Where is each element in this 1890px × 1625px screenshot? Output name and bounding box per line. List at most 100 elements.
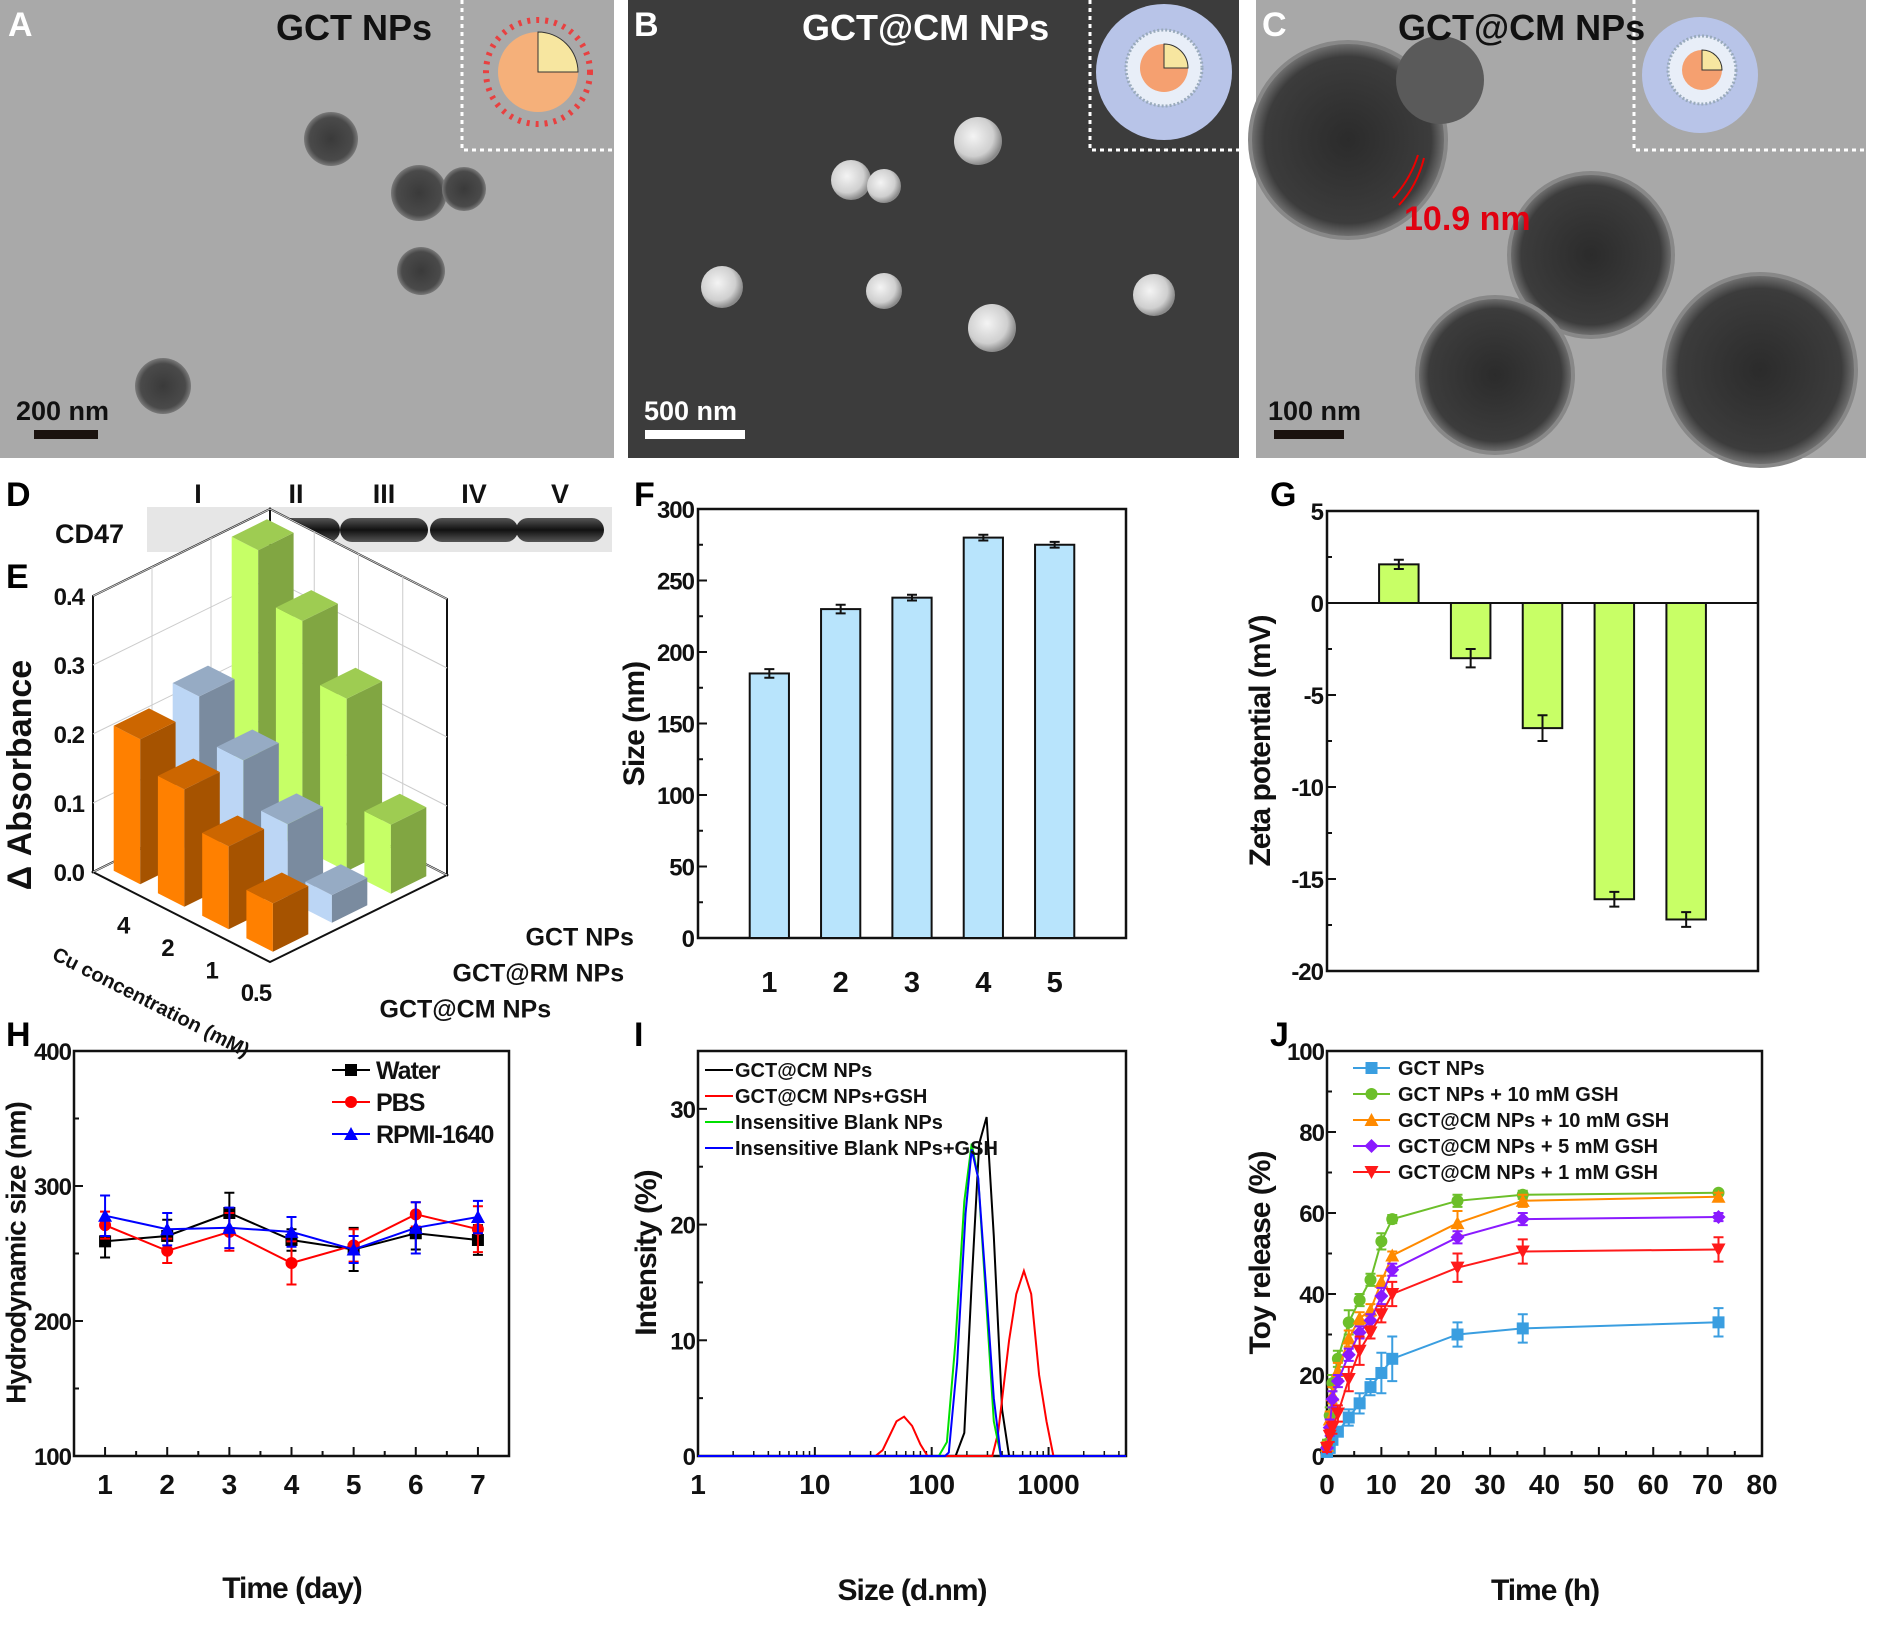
data-point: [1364, 1273, 1377, 1286]
y-tick-label: 40: [1299, 1282, 1324, 1309]
panel-a-micrograph: A GCT NPs 200 nm: [0, 0, 614, 458]
x-tick-label: 1: [690, 1469, 706, 1500]
chart-panel-g: 5 0 -5 -10 -15 -20 Zeta potential (mV): [1244, 499, 1760, 986]
blot-row-label: CD47: [55, 519, 124, 549]
legend-label: PBS: [376, 1089, 425, 1117]
x-tick-label: 1: [97, 1469, 113, 1500]
y-tick-label: 30: [670, 1097, 695, 1124]
legend-label: GCT NPs: [1398, 1058, 1485, 1080]
series-gct-cm-nps-gsh: [698, 1267, 1126, 1457]
x-tick-label: 40: [1529, 1469, 1560, 1500]
legend-label: Insensitive Blank NPs+GSH: [735, 1138, 998, 1160]
gct-cm-np-schematic-inset: [1632, 0, 1866, 152]
panel-label-g: G: [1270, 476, 1296, 514]
data-point: [408, 1220, 423, 1234]
chart-panel-e: 0.0 0.1 0.2 0.3 0.4 4 2 1 0.5 GCT@CM NPs GCT@RM NP…: [1, 507, 634, 1062]
panel-label-i: I: [634, 1016, 643, 1054]
y-tick-label: 5: [1311, 499, 1324, 526]
nanoparticle: [1133, 274, 1175, 316]
x-tick-label: 80: [1746, 1469, 1777, 1500]
x-tick-label: 50: [1583, 1469, 1614, 1500]
data-point: [1712, 1316, 1725, 1329]
blot-band: [430, 518, 518, 542]
data-point: [1364, 1139, 1379, 1153]
bar-top-face: [246, 872, 309, 904]
series-gct-cm-nps: [698, 1116, 1126, 1457]
x-tick-label: 2: [159, 1469, 175, 1500]
bar-top-face: [275, 590, 338, 621]
data-point: [1386, 1213, 1399, 1226]
bar-3d: [364, 793, 427, 894]
x-axis-title: Cu concentration (mM): [49, 943, 253, 1061]
bar: [1034, 543, 1076, 939]
blot-lane-label: II: [288, 479, 303, 509]
y-tick-label: 50: [669, 855, 694, 882]
data-point: [160, 1222, 175, 1236]
bar: [1521, 602, 1564, 730]
data-point: [1515, 1212, 1530, 1227]
x-axis-title: Time (h): [1491, 1574, 1599, 1607]
series-label: GCT@CM NPs: [380, 996, 552, 1024]
y-tick-label: 10: [670, 1328, 695, 1355]
data-point: [1320, 1441, 1334, 1455]
bar-left-face: [364, 811, 391, 894]
blot-lane-label: III: [373, 479, 396, 509]
series-label: GCT@RM NPs: [453, 960, 625, 988]
bar-3d: [305, 864, 368, 923]
bar-top-face: [305, 864, 368, 896]
bar-top-face: [157, 758, 220, 790]
series-line: [1326, 1248, 1719, 1449]
y-tick-label: 20: [670, 1213, 695, 1240]
error-bar: [1049, 540, 1060, 549]
y-tick-label: 0: [682, 926, 695, 953]
data-point: [1364, 1166, 1379, 1179]
gct-np-schematic-inset: [460, 0, 614, 152]
data-point: [1711, 1210, 1726, 1225]
x-tick-label: 1: [205, 957, 218, 984]
panel-c-micrograph: C GCT@CM NPs 10.9 nm 100 nm: [1248, 0, 1866, 468]
data-point: [1450, 1216, 1465, 1230]
z-tick-label: 0.2: [54, 722, 85, 749]
y-tick-label: 100: [1287, 1039, 1325, 1066]
data-point: [1364, 1113, 1379, 1126]
bar-left-face: [305, 881, 332, 923]
data-point: [345, 1096, 357, 1108]
data-point: [1325, 1421, 1340, 1435]
data-point: [1353, 1294, 1366, 1307]
x-tick-label: 5: [346, 1469, 362, 1500]
z-tick-label: 0.1: [54, 791, 85, 818]
bar-3d: [246, 872, 309, 952]
data-point: [1363, 1326, 1378, 1340]
panel-label-a: A: [8, 6, 33, 44]
y-axis-title: Intensity (%): [630, 1170, 663, 1335]
data-point: [161, 1244, 174, 1257]
data-point: [345, 1064, 357, 1076]
data-point: [98, 1208, 113, 1222]
data-point: [1330, 1374, 1345, 1389]
data-point: [344, 1127, 358, 1140]
data-point: [1352, 1311, 1367, 1325]
x-tick-label: 1000: [1017, 1469, 1079, 1500]
data-point: [1451, 1328, 1464, 1341]
data-point: [1516, 1322, 1529, 1335]
x-tick-label: 10: [799, 1469, 830, 1500]
panel-c-title: GCT@CM NPs: [1398, 7, 1645, 48]
legend: GCT@CM NPs GCT@CM NPs+GSH Insensitive Blan…: [705, 1060, 998, 1160]
chart-panel-h: 100 200 300 400 1 2 3 4 5 6 7 Water PBS RPMI-1640 Hydr…: [0, 1039, 511, 1605]
legend-label: GCT@CM NPs + 1 mM GSH: [1398, 1162, 1658, 1184]
x-tick-label: 30: [1475, 1469, 1506, 1500]
panel-label-h: H: [6, 1016, 31, 1054]
bar-3d: [202, 815, 265, 930]
blot-band: [516, 518, 604, 542]
data-point: [1374, 1308, 1389, 1322]
panel-label-f: F: [634, 476, 655, 514]
series-line: [698, 1267, 1126, 1457]
bar: [1593, 602, 1636, 901]
nanoparticle: [867, 169, 901, 203]
y-tick-label: 250: [657, 569, 695, 596]
chart-panel-f: 0 50 100 150 200 250 300 1 2 3 4 5 Size (nm): [618, 497, 1128, 999]
y-tick-label: 60: [1299, 1201, 1324, 1228]
series-line: [698, 1149, 1126, 1457]
data-point: [1375, 1235, 1388, 1248]
